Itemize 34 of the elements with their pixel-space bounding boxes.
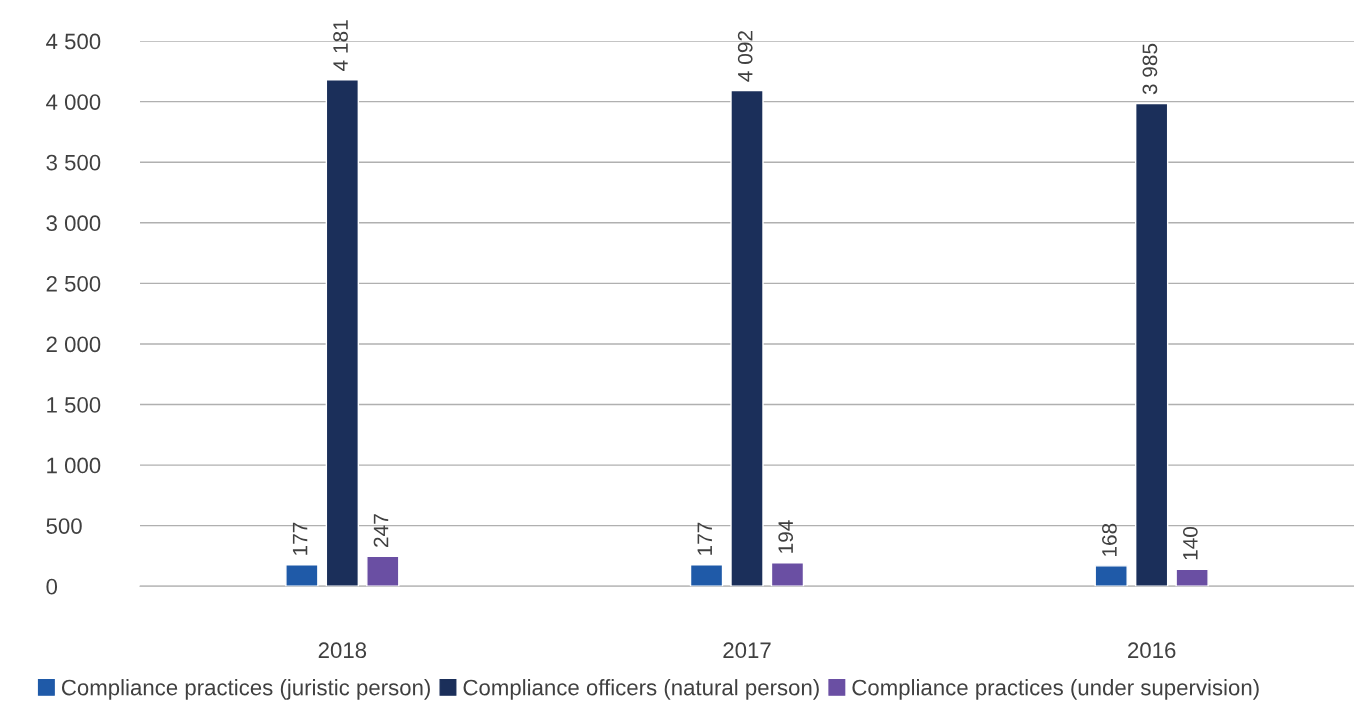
data-label: 177 xyxy=(292,522,308,555)
y-tick-label: 3 000 xyxy=(46,215,101,232)
bar xyxy=(1094,565,1128,587)
bar xyxy=(1175,568,1209,587)
bar xyxy=(730,89,764,587)
data-label: 247 xyxy=(373,514,389,547)
y-tick-label: 2 500 xyxy=(46,275,101,292)
bar xyxy=(770,562,805,587)
data-label: 140 xyxy=(1182,526,1198,560)
bar xyxy=(366,555,400,587)
legend-label: Compliance practices (under supervision) xyxy=(852,679,1259,700)
x-tick-label: 2018 xyxy=(318,642,367,659)
y-tick-label: 3 500 xyxy=(46,154,101,171)
bar xyxy=(325,79,360,587)
y-tick-label: 0 xyxy=(46,578,58,595)
x-tick-label: 2017 xyxy=(723,642,771,659)
y-tick-label: 4 000 xyxy=(46,94,101,110)
data-label: 177 xyxy=(697,522,712,555)
bar xyxy=(1134,102,1169,587)
legend-label: Compliance officers (natural person) xyxy=(463,679,819,700)
y-tick-label: 1 500 xyxy=(47,397,101,413)
bar xyxy=(285,564,319,587)
data-label: 4 092 xyxy=(737,31,753,82)
y-tick-label: 4 500 xyxy=(46,33,101,50)
data-label: 194 xyxy=(778,520,794,553)
data-label: 4 181 xyxy=(333,20,348,71)
bar xyxy=(689,564,724,587)
x-tick-label: 2016 xyxy=(1128,642,1176,659)
y-tick-label: 1 000 xyxy=(47,457,101,474)
data-label: 3 985 xyxy=(1142,43,1158,95)
y-tick-label: 2 000 xyxy=(46,336,101,353)
legend-label: Compliance practices (juristic person) xyxy=(61,679,430,700)
y-tick-label: 500 xyxy=(46,518,82,534)
data-label: 168 xyxy=(1102,523,1117,556)
